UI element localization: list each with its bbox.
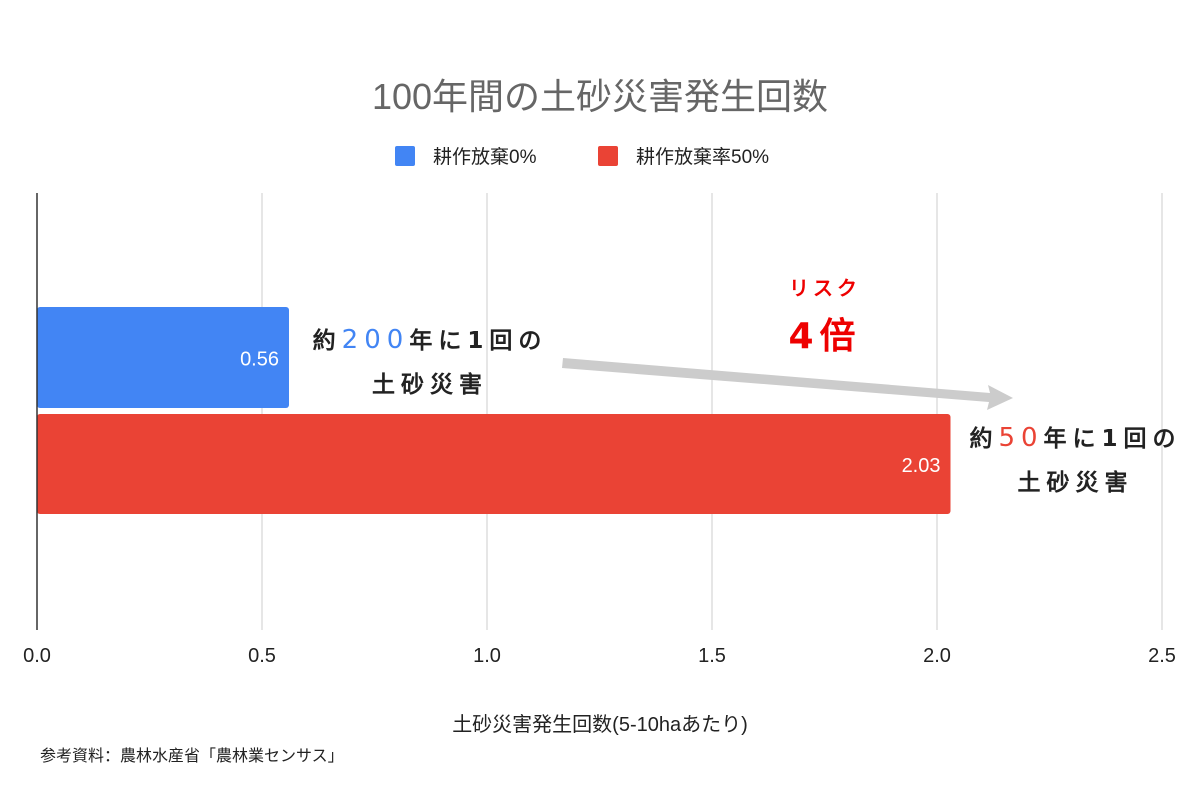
legend-swatch (395, 145, 415, 166)
source-note: 参考資料：農林水産省「農林業センサス」 (40, 748, 344, 765)
x-tick-label: 2.5 (1148, 645, 1176, 667)
x-tick-label: 2.0 (923, 645, 951, 667)
legend-label: 耕作放棄0% (433, 147, 537, 168)
bar-1 (37, 414, 951, 514)
chart-title: 100年間の土砂災害発生回数 (371, 76, 829, 117)
legend-label: 耕作放棄率50% (636, 147, 770, 168)
data-label-1: 2.03 (902, 455, 941, 477)
x-tick-label: 0.5 (248, 645, 276, 667)
arrow-icon (562, 358, 1013, 410)
legend-swatch (598, 145, 618, 166)
legend-item-0: 耕作放棄0% (395, 142, 536, 169)
annotation-blue: 約200年に1回の 土砂災害 (312, 325, 548, 398)
x-tick-label: 0.0 (23, 645, 51, 667)
bar-0 (37, 307, 289, 408)
x-tick-label: 1.0 (473, 645, 501, 667)
data-label-0: 0.56 (240, 349, 279, 371)
annotation-red: 約50年に1回の 土砂災害 (969, 423, 1182, 496)
legend-item-1: 耕作放棄率50% (598, 142, 769, 169)
x-axis-label: 土砂災害発生回数(5-10haあたり) (452, 714, 748, 736)
x-tick-label: 1.5 (698, 645, 726, 667)
risk-annotation: リスク 4倍 (788, 276, 862, 357)
